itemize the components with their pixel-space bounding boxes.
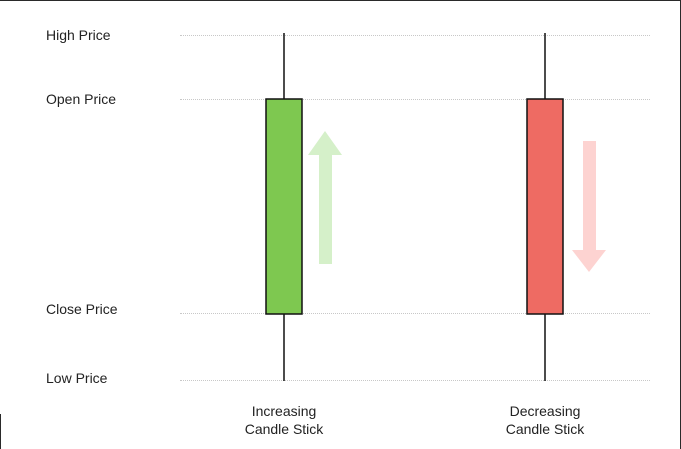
- increasing-candle: [265, 33, 342, 381]
- high-price-label: High Price: [46, 27, 111, 43]
- high-price-guide: [180, 35, 650, 36]
- decreasing-caption: Decreasing Candle Stick: [465, 402, 625, 438]
- low-price-label: Low Price: [46, 370, 108, 386]
- open-price-label: Open Price: [46, 91, 117, 107]
- up-arrow-icon: [308, 131, 342, 264]
- down-arrow-icon: [572, 141, 606, 272]
- decreasing-candle: [526, 33, 606, 381]
- low-price-guide: [180, 380, 650, 381]
- open-price-guide: [180, 99, 650, 100]
- increasing-caption: Increasing Candle Stick: [204, 402, 364, 438]
- increasing-candle-body: [265, 98, 303, 315]
- close-price-guide: [180, 313, 650, 314]
- decreasing-caption-line1: Decreasing: [509, 403, 581, 419]
- decreasing-candle-body: [526, 98, 564, 315]
- close-price-label: Close Price: [46, 301, 118, 317]
- increasing-caption-line2: Candle Stick: [244, 421, 324, 437]
- increasing-caption-line1: Increasing: [251, 403, 317, 419]
- decreasing-caption-line2: Candle Stick: [505, 421, 585, 437]
- frame-left-edge: [0, 414, 1, 449]
